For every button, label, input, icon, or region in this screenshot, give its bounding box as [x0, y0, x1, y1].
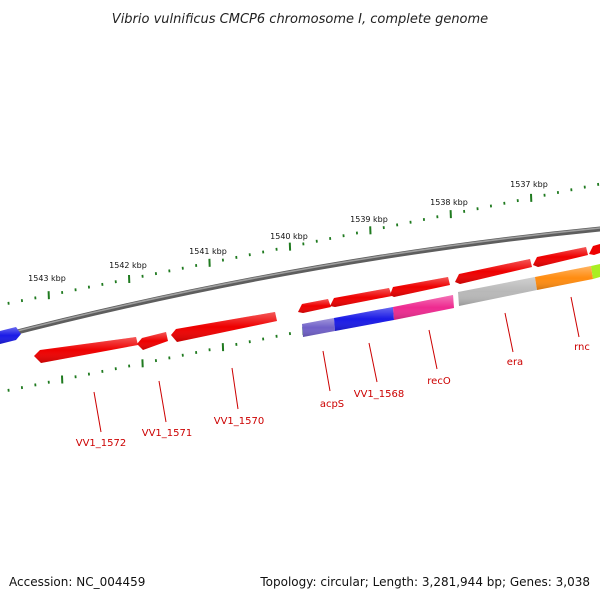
gene-label-vv1-1568: VV1_1568: [354, 389, 405, 400]
kbp-label-1540: 1540 kbp: [270, 232, 308, 241]
cds-bar-green: [591, 264, 600, 279]
genome-summary-text: Topology: circular; Length: 3,281,944 bp…: [259, 575, 590, 589]
gene-label-vv1-1571: VV1_1571: [142, 428, 193, 439]
forward-strand-genes: [298, 244, 600, 313]
kbp-label-1537: 1537 kbp: [510, 180, 548, 189]
gene-label-reco: recO: [427, 376, 451, 387]
gene-arrow-partial: [589, 244, 600, 255]
kbp-label-1539: 1539 kbp: [350, 215, 388, 224]
genome-backbone: [0, 226, 600, 339]
gene-label-era: era: [507, 357, 523, 368]
cds-bars: [302, 264, 600, 337]
leader-acps: [322, 350, 331, 392]
kbp-label-1538: 1538 kbp: [430, 198, 468, 207]
leader-rnc: [570, 296, 580, 338]
gene-labels: VV1_1572 VV1_1571 VV1_1570 acpS VV1_1568…: [76, 342, 590, 449]
leader-era: [504, 312, 514, 353]
leader-vv1-1570: [231, 367, 239, 410]
gene-label-vv1-1572: VV1_1572: [76, 438, 127, 449]
kbp-labels: 1543 kbp 1542 kbp 1541 kbp 1540 kbp 1539…: [28, 180, 548, 283]
kbp-label-1542: 1542 kbp: [109, 261, 147, 270]
upper-tick-track: [7, 182, 600, 305]
accession-text: Accession: NC_004459: [9, 575, 145, 589]
kbp-label-1543: 1543 kbp: [28, 274, 66, 283]
kbp-label-1541: 1541 kbp: [189, 247, 227, 256]
leader-vv1-1568: [368, 342, 378, 383]
gene-label-vv1-1570: VV1_1570: [214, 416, 265, 427]
reverse-strand-genes: [0, 312, 277, 363]
label-leader-lines: [93, 296, 580, 433]
leader-vv1-1572: [93, 391, 102, 433]
map-title: Vibrio vulnificus CMCP6 chromosome I, co…: [112, 12, 488, 27]
gene-label-acps: acpS: [320, 399, 344, 410]
leader-reco: [428, 329, 438, 370]
leader-vv1-1571: [158, 380, 167, 423]
gene-label-rnc: rnc: [574, 342, 590, 353]
